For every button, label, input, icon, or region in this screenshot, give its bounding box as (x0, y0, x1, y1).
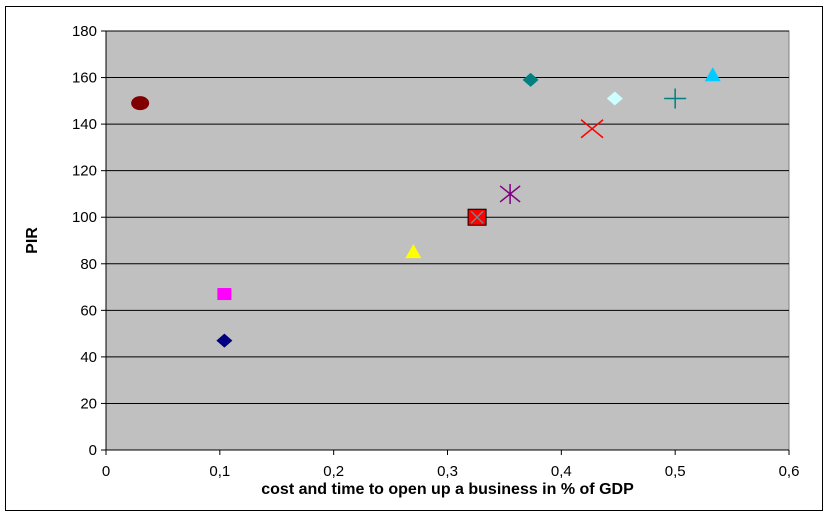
data-point-square (217, 288, 232, 301)
data-point-circle (131, 96, 150, 111)
y-tick-label: 120 (72, 163, 97, 180)
x-tick-label: 0,1 (209, 463, 230, 480)
data-point-diamond (606, 91, 623, 106)
data-point-square-x-cross (470, 210, 484, 224)
x-tick-labels: 0 0,1 0,2 0,3 0,4 0,5 0,6 (102, 463, 800, 480)
y-tick-label: 0 (89, 442, 97, 459)
x-tick-label: 0,3 (437, 463, 458, 480)
gridlines (106, 30, 789, 404)
data-point-x (580, 119, 604, 139)
data-points (131, 67, 721, 348)
y-axis-title: PIR (24, 227, 41, 254)
x-axis-title: cost and time to open up a business in %… (261, 481, 634, 498)
y-tick-label: 100 (72, 209, 97, 226)
x-tick-label: 0,4 (551, 463, 572, 480)
y-tick-label: 160 (72, 70, 97, 87)
data-point-diamond (216, 333, 233, 348)
y-tick-label: 20 (80, 395, 97, 412)
data-point-triangle (704, 67, 721, 82)
data-point-plus (664, 88, 687, 109)
data-point-triangle (405, 244, 422, 259)
axes (101, 30, 790, 455)
x-tick-label: 0,2 (323, 463, 344, 480)
y-tick-label: 180 (72, 23, 97, 40)
x-tick-label: 0 (102, 463, 110, 480)
data-point-diamond (522, 72, 539, 87)
plot-area (105, 30, 790, 451)
x-tick-label: 0,6 (779, 463, 800, 480)
data-point-star (499, 183, 521, 204)
data-point-square-x (467, 208, 487, 226)
x-tick-label: 0,5 (665, 463, 686, 480)
y-tick-labels: 0 20 40 60 80 100 120 140 160 180 (72, 23, 97, 459)
y-tick-label: 40 (80, 349, 97, 366)
y-tick-label: 60 (80, 302, 97, 319)
y-tick-label: 80 (80, 256, 97, 273)
y-tick-label: 140 (72, 116, 97, 133)
